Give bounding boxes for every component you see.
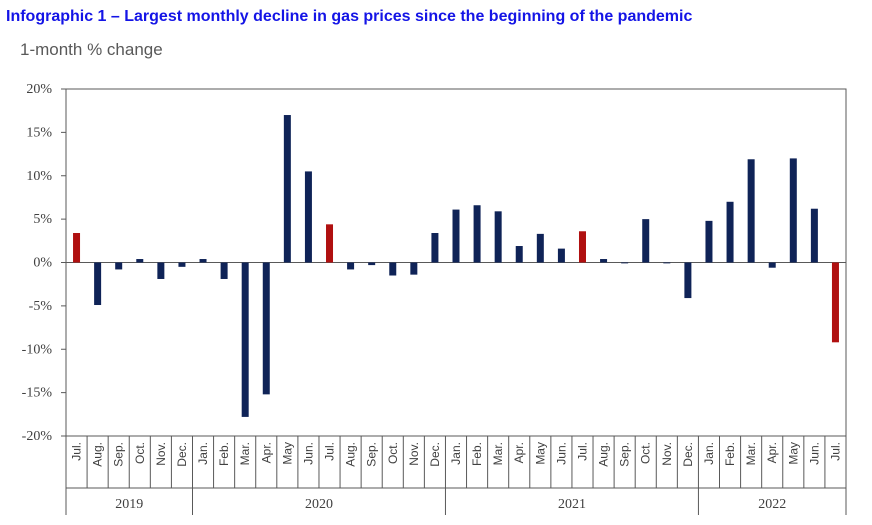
bar-11 bbox=[304, 171, 312, 263]
y-tick-label: -10% bbox=[22, 342, 53, 357]
month-label: Jul. bbox=[323, 442, 337, 461]
month-label: Dec. bbox=[681, 442, 695, 467]
year-label-2022: 2022 bbox=[758, 497, 786, 512]
bar-35 bbox=[810, 208, 818, 263]
bar-3 bbox=[136, 259, 144, 263]
month-label: May bbox=[786, 442, 800, 465]
bar-12 bbox=[326, 224, 334, 263]
month-label: Sep. bbox=[112, 442, 126, 467]
bar-14 bbox=[368, 262, 376, 266]
y-axis-title: 1-month % change bbox=[20, 40, 163, 59]
month-label: Apr. bbox=[512, 442, 526, 463]
month-label: Jul. bbox=[70, 442, 84, 461]
month-label: Nov. bbox=[154, 442, 168, 466]
bar-33 bbox=[768, 262, 776, 268]
month-label: Jun. bbox=[554, 442, 568, 465]
month-label: Sep. bbox=[618, 442, 632, 467]
bar-24 bbox=[578, 231, 586, 263]
bar-28 bbox=[663, 262, 671, 264]
month-label: Mar. bbox=[491, 442, 505, 465]
bar-19 bbox=[473, 205, 481, 263]
month-label: Apr. bbox=[765, 442, 779, 463]
month-label: Aug. bbox=[344, 442, 358, 467]
month-label: May bbox=[280, 442, 294, 465]
month-label: Nov. bbox=[407, 442, 421, 466]
month-label: Jan. bbox=[196, 442, 210, 465]
bar-34 bbox=[789, 158, 797, 263]
bar-32 bbox=[747, 159, 755, 263]
bar-1 bbox=[94, 262, 102, 306]
month-label: May bbox=[533, 442, 547, 465]
month-label: Mar. bbox=[238, 442, 252, 465]
month-label: Oct. bbox=[639, 442, 653, 464]
month-label: Aug. bbox=[91, 442, 105, 467]
month-label: Jun. bbox=[301, 442, 315, 465]
month-label: Jul. bbox=[828, 442, 842, 461]
bar-21 bbox=[515, 246, 523, 263]
bar-25 bbox=[600, 259, 608, 263]
y-tick-label: -20% bbox=[22, 429, 53, 444]
month-label: Sep. bbox=[365, 442, 379, 467]
bar-26 bbox=[621, 262, 629, 264]
month-label: Jan. bbox=[449, 442, 463, 465]
month-label: Feb. bbox=[723, 442, 737, 466]
month-label: Oct. bbox=[133, 442, 147, 464]
y-tick-label: 0% bbox=[33, 256, 52, 271]
month-label: Oct. bbox=[386, 442, 400, 464]
bar-9 bbox=[262, 262, 270, 395]
bar-15 bbox=[389, 262, 397, 276]
bar-10 bbox=[283, 115, 291, 263]
y-tick-label: -5% bbox=[29, 299, 53, 314]
y-tick-label: 10% bbox=[26, 169, 52, 184]
y-tick-label: -15% bbox=[22, 386, 53, 401]
month-label: Aug. bbox=[597, 442, 611, 467]
chart-title: Infographic 1 – Largest monthly decline … bbox=[6, 8, 693, 25]
y-tick-label: 15% bbox=[26, 125, 52, 140]
bar-7 bbox=[220, 262, 228, 279]
month-label: Mar. bbox=[744, 442, 758, 465]
bar-36 bbox=[831, 262, 839, 343]
bar-20 bbox=[494, 211, 502, 263]
year-label-2021: 2021 bbox=[558, 497, 586, 512]
bar-29 bbox=[684, 262, 692, 299]
month-label: Dec. bbox=[175, 442, 189, 467]
bar-2 bbox=[115, 262, 123, 270]
month-label: Jun. bbox=[807, 442, 821, 465]
bar-0 bbox=[73, 233, 81, 263]
y-tick-label: 5% bbox=[33, 212, 52, 227]
month-label: Nov. bbox=[660, 442, 674, 466]
bar-6 bbox=[199, 259, 207, 263]
month-label: Jan. bbox=[702, 442, 716, 465]
bar-27 bbox=[642, 219, 650, 263]
bar-31 bbox=[726, 201, 734, 263]
bar-13 bbox=[347, 262, 355, 270]
month-label: Feb. bbox=[217, 442, 231, 466]
y-tick-label: 20% bbox=[26, 82, 52, 97]
month-label: Jul. bbox=[575, 442, 589, 461]
bar-30 bbox=[705, 220, 713, 263]
bar-4 bbox=[157, 262, 165, 279]
bar-8 bbox=[241, 262, 249, 417]
month-label: Dec. bbox=[428, 442, 442, 467]
bar-18 bbox=[452, 209, 460, 263]
bar-23 bbox=[557, 248, 565, 263]
month-label: Apr. bbox=[259, 442, 273, 463]
year-label-2020: 2020 bbox=[305, 497, 333, 512]
bar-17 bbox=[431, 233, 439, 263]
bar-16 bbox=[410, 262, 418, 275]
bar-22 bbox=[536, 233, 544, 263]
bar-5 bbox=[178, 262, 186, 267]
month-label: Feb. bbox=[470, 442, 484, 466]
year-label-2019: 2019 bbox=[115, 497, 143, 512]
